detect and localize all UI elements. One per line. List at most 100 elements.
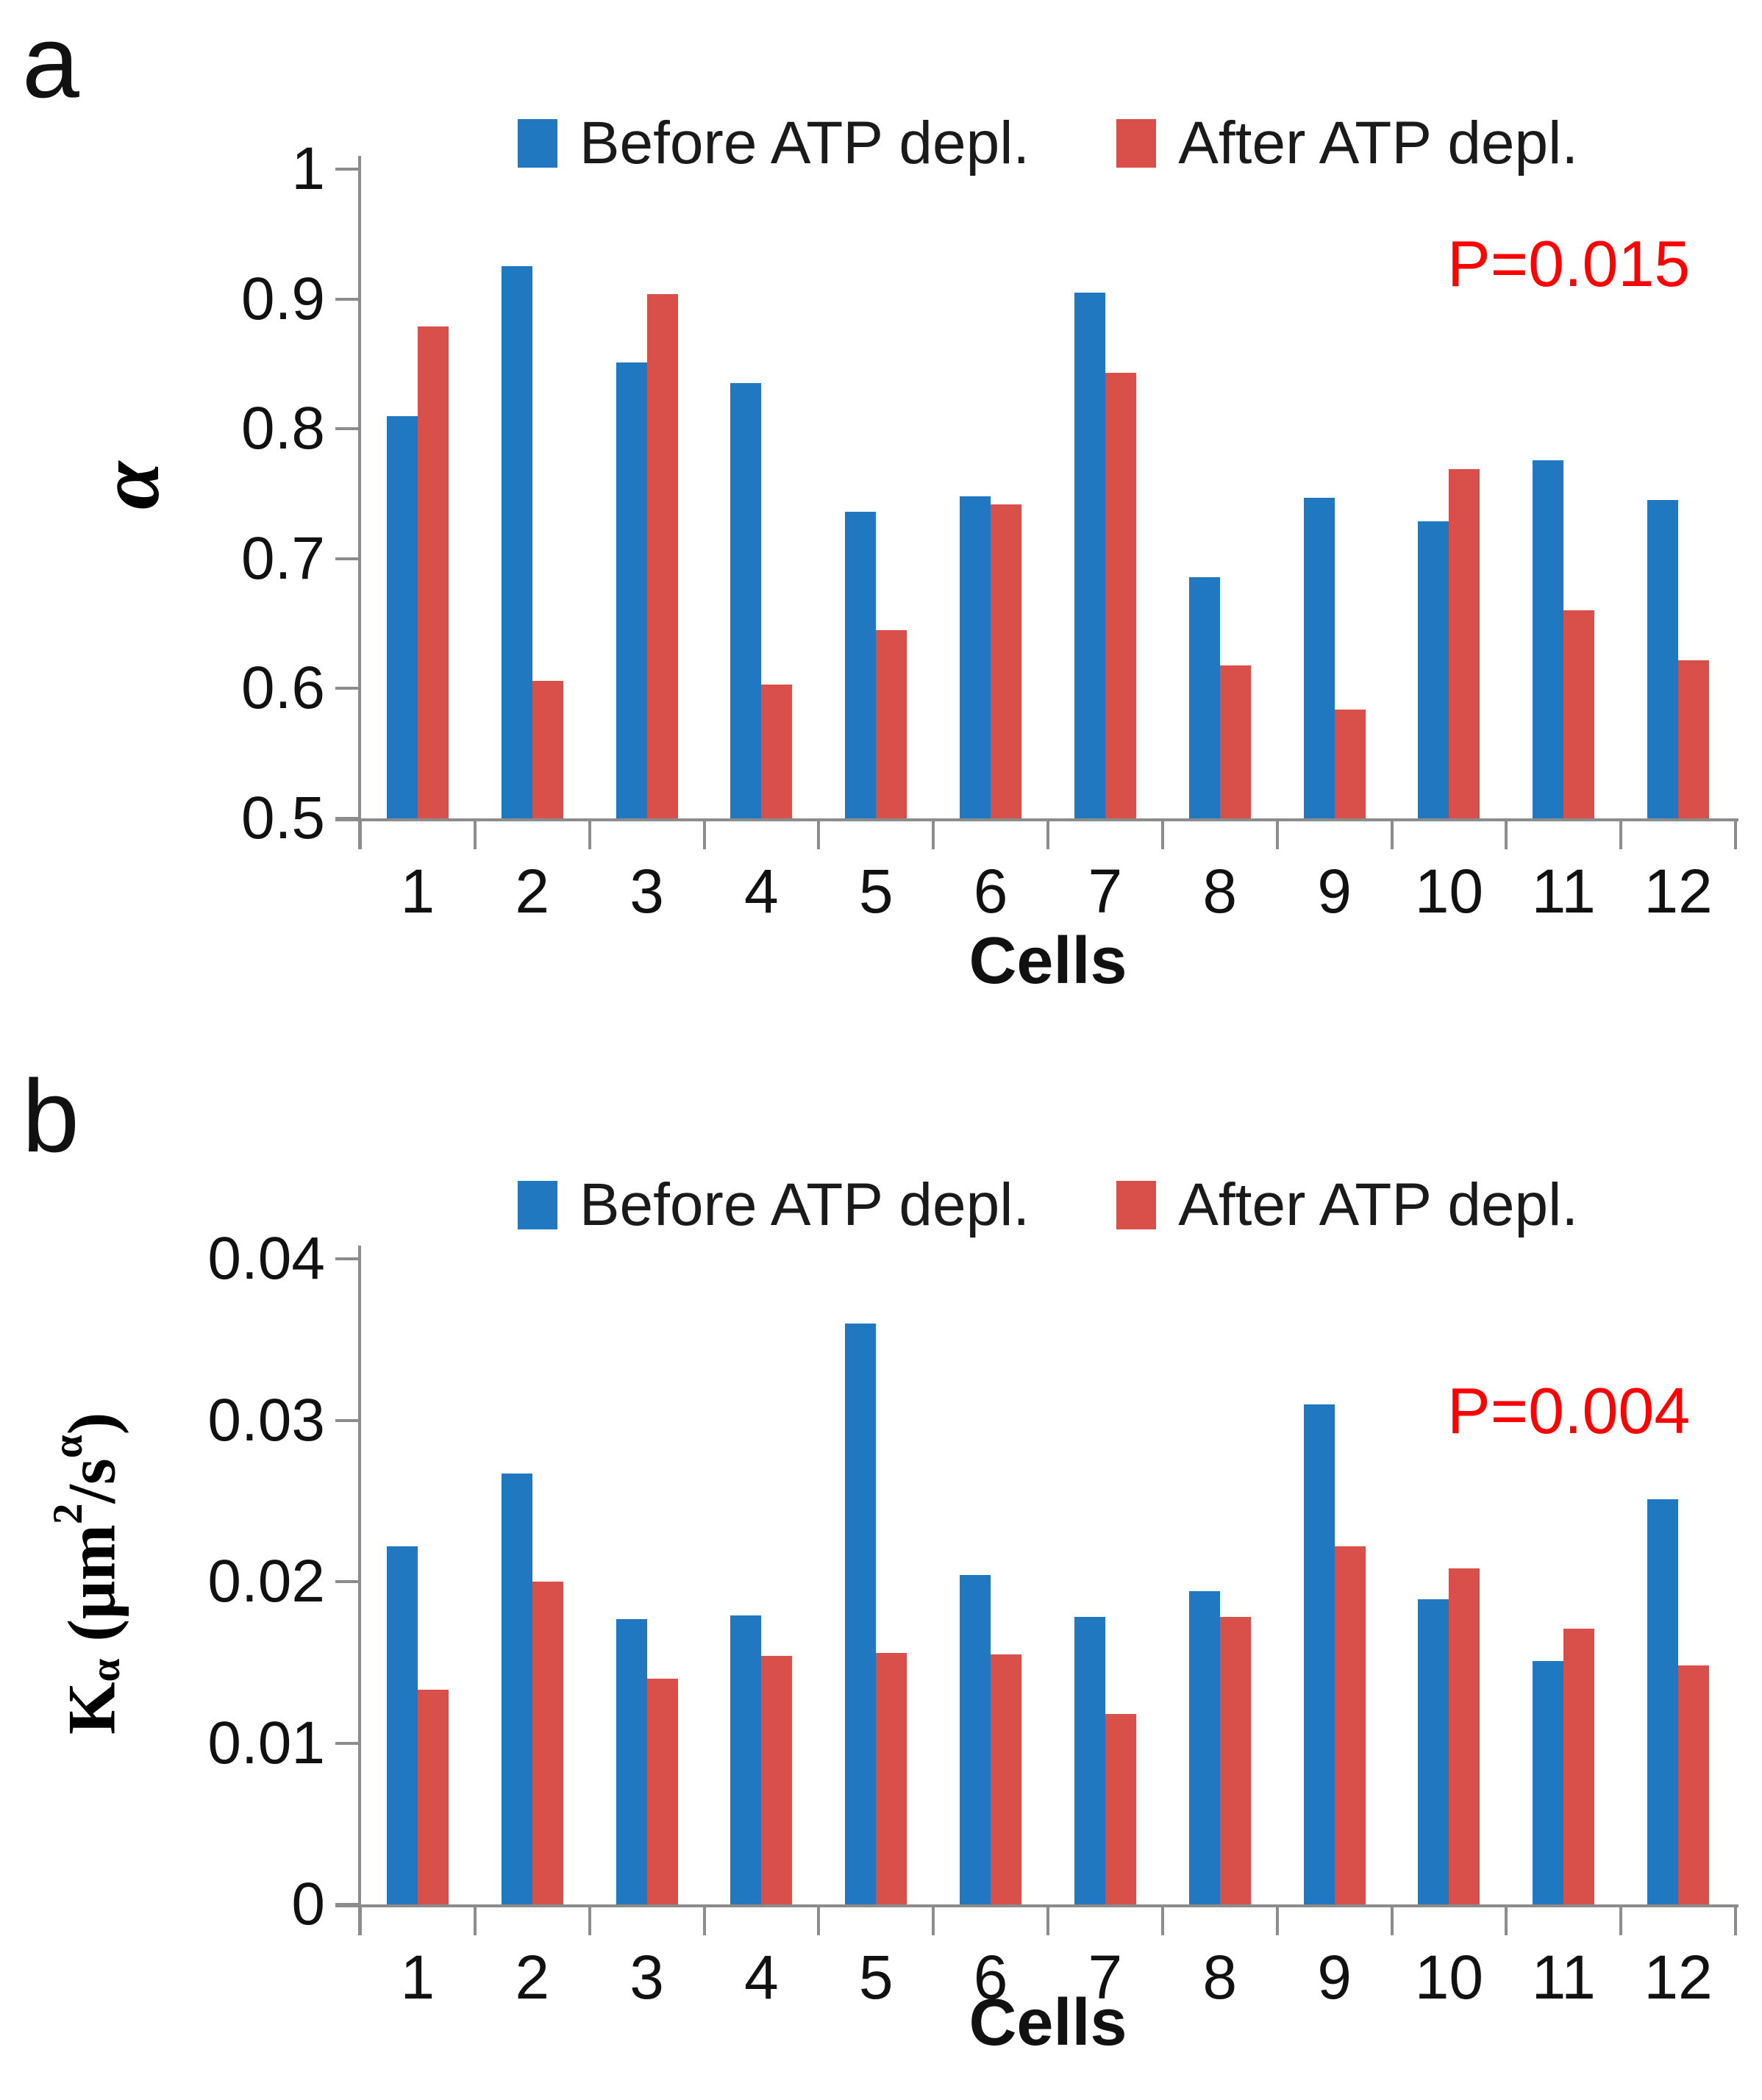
x-category-label-a-9: 9 bbox=[1317, 857, 1352, 926]
x-axis-tick-a bbox=[1046, 821, 1049, 849]
before-series-swatch bbox=[517, 1181, 557, 1229]
bar-b-cell1-after bbox=[417, 1690, 449, 1904]
y-tick-label-b: 0.02 bbox=[207, 1548, 325, 1615]
x-axis-tick-a bbox=[1160, 821, 1164, 849]
x-category-label-a-12: 12 bbox=[1644, 857, 1713, 926]
x-category-label-b-8: 8 bbox=[1202, 1943, 1238, 2012]
legend-item-after: After ATP depl. bbox=[1116, 1171, 1578, 1240]
x-category-label-b-5: 5 bbox=[858, 1943, 894, 2012]
x-category-label-b-9: 9 bbox=[1317, 1943, 1352, 2012]
legend-item-after: After ATP depl. bbox=[1116, 109, 1578, 178]
x-axis-tick-a bbox=[1275, 821, 1279, 849]
x-axis-tick-b bbox=[1734, 1907, 1737, 1935]
x-axis-tick-b bbox=[702, 1907, 706, 1935]
panel-a-x-axis-title: Cells bbox=[969, 924, 1127, 998]
x-category-label-b-6: 6 bbox=[973, 1943, 1008, 2012]
legend-item-before: Before ATP depl. bbox=[517, 1171, 1030, 1240]
x-axis-tick-a bbox=[702, 821, 706, 849]
bar-b-cell3-before bbox=[616, 1618, 647, 1904]
bar-b-cell11-before bbox=[1533, 1660, 1564, 1904]
panel-b-letter: b bbox=[22, 1058, 79, 1174]
y-axis-tick-b bbox=[335, 1257, 358, 1260]
bar-b-cell4-before bbox=[730, 1615, 762, 1904]
x-category-label-b-3: 3 bbox=[629, 1943, 664, 2012]
x-category-label-b-7: 7 bbox=[1088, 1943, 1123, 2012]
bar-b-cell9-after bbox=[1334, 1546, 1366, 1904]
bar-a-cell4-after bbox=[761, 685, 793, 818]
x-category-label-b-1: 1 bbox=[400, 1943, 435, 2012]
bar-a-cell9-after bbox=[1334, 709, 1366, 818]
x-axis-tick-a bbox=[588, 821, 591, 849]
legend-label-after: After ATP depl. bbox=[1178, 110, 1579, 176]
bar-b-cell8-before bbox=[1188, 1591, 1220, 1904]
y-tick-label-b: 0.04 bbox=[207, 1225, 325, 1292]
bar-b-cell12-after bbox=[1678, 1665, 1710, 1904]
bar-b-cell10-after bbox=[1449, 1568, 1480, 1904]
bar-a-cell7-after bbox=[1105, 373, 1136, 818]
y-axis-tick-b bbox=[335, 1903, 358, 1906]
panel-b-y-axis-line bbox=[358, 1246, 361, 1935]
bar-a-cell6-after bbox=[991, 504, 1022, 818]
y-tick-label-a: 1 bbox=[291, 135, 325, 202]
legend-label-before: Before ATP depl. bbox=[579, 1171, 1030, 1238]
bar-a-cell5-after bbox=[876, 629, 907, 818]
x-axis-tick-a bbox=[817, 821, 821, 849]
bar-a-cell10-before bbox=[1418, 521, 1449, 818]
bar-a-cell1-before bbox=[386, 415, 418, 818]
panel-a-x-axis-line bbox=[335, 818, 1738, 821]
bar-b-cell6-before bbox=[960, 1575, 991, 1904]
y-tick-label-a: 0.5 bbox=[241, 785, 325, 851]
bar-b-cell11-after bbox=[1563, 1628, 1595, 1904]
y-axis-tick-b bbox=[335, 1418, 358, 1422]
x-axis-tick-b bbox=[588, 1907, 591, 1935]
x-category-label-a-6: 6 bbox=[973, 857, 1008, 926]
bar-a-cell12-after bbox=[1678, 660, 1710, 818]
x-category-label-a-8: 8 bbox=[1202, 857, 1238, 926]
bar-a-cell3-before bbox=[616, 362, 647, 818]
x-category-label-a-3: 3 bbox=[629, 857, 664, 926]
x-axis-tick-a bbox=[1505, 821, 1508, 849]
bar-a-cell11-after bbox=[1563, 610, 1595, 818]
y-axis-tick-b bbox=[335, 1741, 358, 1745]
x-category-label-b-12: 12 bbox=[1644, 1943, 1713, 2012]
y-axis-tick-a bbox=[335, 427, 358, 431]
bar-a-cell9-before bbox=[1303, 497, 1335, 818]
x-category-label-b-2: 2 bbox=[515, 1943, 550, 2012]
panel-b-x-axis-title: Cells bbox=[969, 1986, 1127, 2060]
x-axis-tick-a bbox=[932, 821, 935, 849]
x-axis-tick-a bbox=[1390, 821, 1394, 849]
y-axis-tick-a bbox=[335, 557, 358, 560]
x-axis-tick-b bbox=[1275, 1907, 1279, 1935]
y-tick-label-a: 0.8 bbox=[241, 395, 325, 463]
x-category-label-b-11: 11 bbox=[1531, 1943, 1596, 2012]
bar-b-cell5-before bbox=[845, 1323, 877, 1904]
bar-b-cell7-after bbox=[1105, 1714, 1136, 1904]
x-axis-tick-b bbox=[1390, 1907, 1394, 1935]
x-axis-tick-b bbox=[1505, 1907, 1508, 1935]
panel-b-x-axis-line bbox=[335, 1904, 1738, 1907]
after-series-swatch bbox=[1116, 119, 1157, 168]
panel-a-letter: a bbox=[22, 4, 79, 119]
bar-b-cell10-before bbox=[1418, 1599, 1449, 1904]
bar-b-cell9-before bbox=[1303, 1404, 1335, 1904]
y-tick-label-b: 0.01 bbox=[207, 1709, 325, 1776]
bar-a-cell8-after bbox=[1219, 665, 1251, 818]
x-axis-tick-b bbox=[1619, 1907, 1623, 1935]
y-axis-tick-a bbox=[335, 168, 358, 171]
x-category-label-b-10: 10 bbox=[1414, 1943, 1484, 2012]
bar-a-cell2-after bbox=[532, 680, 563, 818]
panel-b-legend: Before ATP depl. After ATP depl. bbox=[360, 1171, 1736, 1240]
bar-a-cell11-before bbox=[1533, 460, 1564, 818]
bar-b-cell3-after bbox=[646, 1678, 678, 1904]
x-axis-tick-a bbox=[1734, 821, 1737, 849]
bar-b-cell6-after bbox=[991, 1654, 1022, 1904]
legend-label-before: Before ATP depl. bbox=[579, 110, 1030, 176]
x-axis-tick-b bbox=[1160, 1907, 1164, 1935]
x-axis-tick-b bbox=[817, 1907, 821, 1935]
y-tick-label-b: 0 bbox=[291, 1871, 325, 1938]
x-category-label-a-7: 7 bbox=[1088, 857, 1123, 926]
x-axis-tick-a bbox=[1619, 821, 1623, 849]
x-category-label-a-2: 2 bbox=[515, 857, 550, 926]
bar-b-cell2-after bbox=[532, 1582, 563, 1904]
y-tick-label-a: 0.6 bbox=[241, 654, 325, 722]
